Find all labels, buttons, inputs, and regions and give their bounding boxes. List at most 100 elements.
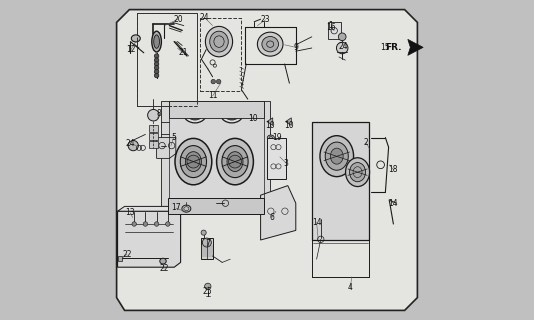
Bar bbox=[169, 101, 264, 118]
Ellipse shape bbox=[152, 31, 161, 52]
Circle shape bbox=[143, 222, 147, 226]
Polygon shape bbox=[117, 206, 180, 267]
Ellipse shape bbox=[154, 35, 160, 48]
Polygon shape bbox=[247, 110, 254, 118]
Circle shape bbox=[154, 222, 159, 226]
Text: 7: 7 bbox=[206, 239, 210, 248]
Text: 22: 22 bbox=[159, 264, 169, 273]
Bar bbox=[200, 18, 241, 91]
Ellipse shape bbox=[262, 36, 279, 52]
Bar bbox=[137, 13, 197, 106]
Ellipse shape bbox=[221, 104, 244, 123]
Text: 16: 16 bbox=[326, 23, 336, 32]
Circle shape bbox=[154, 73, 159, 78]
Circle shape bbox=[187, 155, 200, 168]
Text: 24: 24 bbox=[339, 42, 349, 51]
Circle shape bbox=[166, 222, 170, 226]
Text: 6: 6 bbox=[269, 213, 274, 222]
Polygon shape bbox=[117, 206, 180, 211]
Text: FR.: FR. bbox=[385, 43, 402, 52]
Text: 14: 14 bbox=[312, 218, 321, 227]
Text: 25: 25 bbox=[203, 287, 213, 296]
Circle shape bbox=[128, 140, 138, 151]
Ellipse shape bbox=[175, 138, 212, 185]
Text: 9: 9 bbox=[293, 43, 298, 52]
Ellipse shape bbox=[160, 258, 166, 264]
Ellipse shape bbox=[320, 136, 354, 177]
Circle shape bbox=[339, 33, 346, 41]
Bar bbox=[267, 138, 286, 179]
Circle shape bbox=[205, 283, 211, 290]
Bar bbox=[137, 13, 197, 106]
Text: 23: 23 bbox=[261, 15, 270, 24]
Circle shape bbox=[132, 222, 137, 226]
Circle shape bbox=[154, 66, 159, 70]
Polygon shape bbox=[261, 186, 296, 240]
Circle shape bbox=[336, 42, 348, 54]
Circle shape bbox=[211, 79, 216, 84]
Ellipse shape bbox=[210, 31, 228, 52]
Circle shape bbox=[154, 62, 159, 66]
Text: 15: 15 bbox=[381, 43, 390, 52]
Circle shape bbox=[216, 79, 221, 84]
Ellipse shape bbox=[350, 163, 366, 182]
Ellipse shape bbox=[257, 32, 283, 56]
Text: 3: 3 bbox=[284, 159, 289, 168]
Ellipse shape bbox=[217, 138, 254, 185]
Circle shape bbox=[189, 108, 201, 119]
Bar bbox=[168, 198, 264, 214]
Ellipse shape bbox=[345, 158, 370, 187]
Polygon shape bbox=[408, 39, 423, 55]
Text: 12: 12 bbox=[126, 45, 136, 54]
Text: 10: 10 bbox=[248, 114, 257, 123]
Text: 2: 2 bbox=[364, 138, 368, 147]
Polygon shape bbox=[286, 118, 292, 125]
Text: 17: 17 bbox=[171, 204, 180, 212]
Ellipse shape bbox=[184, 104, 207, 123]
Bar bbox=[148, 125, 158, 132]
Ellipse shape bbox=[268, 135, 274, 140]
Ellipse shape bbox=[206, 27, 233, 57]
Circle shape bbox=[147, 109, 159, 121]
Polygon shape bbox=[161, 101, 270, 214]
Circle shape bbox=[154, 58, 159, 62]
Text: 14: 14 bbox=[389, 199, 398, 208]
Circle shape bbox=[201, 230, 206, 235]
Ellipse shape bbox=[180, 146, 207, 178]
Bar bbox=[201, 238, 213, 259]
Polygon shape bbox=[267, 118, 273, 125]
Bar bbox=[148, 133, 158, 140]
Text: 20: 20 bbox=[173, 15, 183, 24]
Circle shape bbox=[202, 238, 211, 247]
Bar bbox=[328, 22, 341, 39]
Text: 4: 4 bbox=[348, 284, 352, 292]
Polygon shape bbox=[116, 10, 418, 310]
Text: 5: 5 bbox=[171, 133, 176, 142]
Ellipse shape bbox=[227, 152, 243, 172]
Circle shape bbox=[226, 108, 238, 119]
Text: 21: 21 bbox=[178, 48, 187, 57]
Text: 13: 13 bbox=[125, 208, 135, 217]
Text: 11: 11 bbox=[208, 92, 217, 100]
Text: 22: 22 bbox=[122, 250, 131, 259]
Polygon shape bbox=[118, 256, 122, 261]
Ellipse shape bbox=[331, 148, 343, 164]
Polygon shape bbox=[156, 138, 176, 158]
Circle shape bbox=[154, 54, 159, 58]
Ellipse shape bbox=[182, 205, 191, 212]
Ellipse shape bbox=[185, 152, 201, 172]
Ellipse shape bbox=[131, 35, 140, 42]
Text: 24: 24 bbox=[200, 13, 209, 22]
Text: 18: 18 bbox=[389, 165, 398, 174]
Bar bbox=[312, 122, 370, 240]
Text: 8: 8 bbox=[157, 109, 162, 118]
Circle shape bbox=[154, 69, 159, 74]
Text: 10: 10 bbox=[285, 121, 294, 130]
Bar bbox=[148, 141, 158, 148]
Text: 24: 24 bbox=[125, 140, 135, 148]
Text: 19: 19 bbox=[272, 133, 281, 142]
Ellipse shape bbox=[187, 107, 203, 120]
Ellipse shape bbox=[222, 146, 248, 178]
Ellipse shape bbox=[224, 107, 240, 120]
Text: 1: 1 bbox=[328, 21, 333, 30]
